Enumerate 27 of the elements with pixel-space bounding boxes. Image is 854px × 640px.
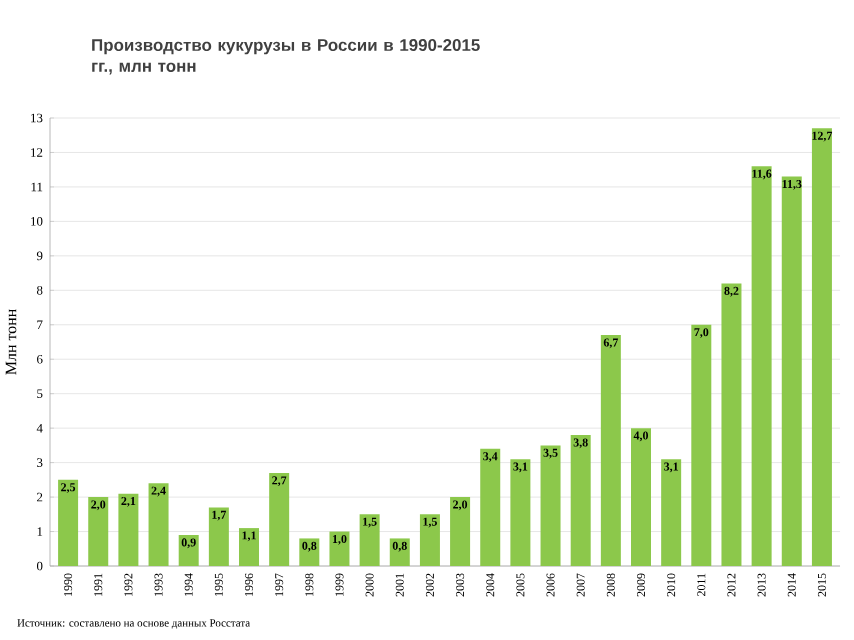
- bar: [661, 459, 682, 566]
- bar: [178, 534, 199, 566]
- bar: [208, 507, 229, 566]
- bar: [269, 472, 290, 566]
- bar: [239, 528, 260, 566]
- bar: [510, 459, 531, 566]
- bar: [118, 493, 139, 566]
- bar: [419, 514, 440, 566]
- bar: [299, 538, 320, 566]
- bar: [811, 128, 832, 566]
- bar: [480, 448, 501, 566]
- bar: [631, 428, 651, 566]
- bar: [450, 497, 471, 566]
- bar: [691, 324, 712, 566]
- bar: [88, 497, 109, 566]
- bar: [540, 445, 561, 566]
- bar: [751, 166, 772, 566]
- chart-title: Производство кукурузы в России в 1990-2015 гг., млн тонн: [92, 39, 480, 75]
- bar: [721, 283, 742, 566]
- bar: [58, 479, 79, 566]
- bar: [781, 176, 802, 566]
- bar: [148, 483, 169, 566]
- bar: [570, 435, 591, 566]
- bar: [389, 538, 410, 566]
- bar: [359, 514, 380, 566]
- bar: [600, 335, 621, 566]
- bar: [329, 531, 350, 566]
